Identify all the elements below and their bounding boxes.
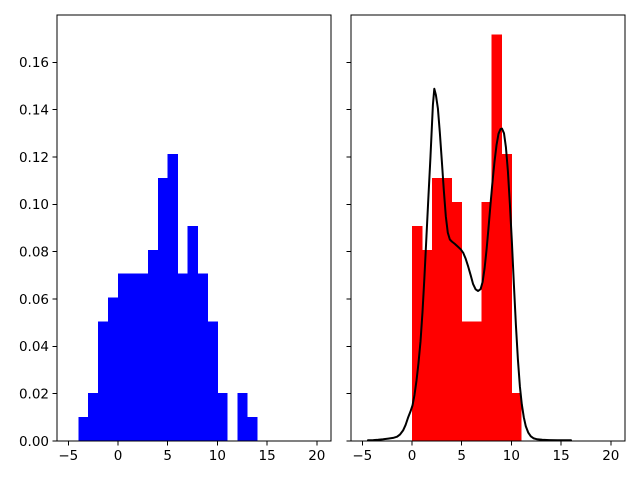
histogram-bar: [88, 393, 99, 441]
histogram-bar: [147, 249, 159, 441]
x-tick-label: 20: [602, 448, 619, 464]
y-tick-label: 0.14: [19, 102, 49, 118]
x-tick-label: 5: [457, 448, 466, 464]
histogram-bar: [441, 178, 453, 441]
y-tick-label: 0.04: [19, 339, 49, 355]
histogram-bar: [187, 225, 198, 441]
y-tick-label: 0.00: [19, 434, 49, 450]
histogram-bar: [247, 417, 258, 441]
histogram-bar: [431, 178, 443, 441]
y-tick-label: 0.06: [19, 292, 49, 308]
x-tick-label: 0: [408, 448, 417, 464]
x-tick-label: 0: [114, 448, 123, 464]
kde-curve: [367, 87, 572, 442]
right-bars: [412, 34, 522, 441]
x-tick-label: 20: [308, 448, 325, 464]
histogram-bar: [451, 201, 463, 441]
histogram-bar: [167, 154, 179, 441]
histogram-bar: [491, 34, 502, 441]
left-y-axis: 0.00 0.02 0.04 0.06 0.08 0.10 0.12 0.14 0.16: [19, 55, 57, 450]
histogram-bar: [137, 273, 149, 441]
histogram-bar: [511, 393, 522, 441]
right-histogram-panel: −5 0 5 10 15 20: [346, 14, 626, 464]
right-x-axis: −5 0 5 10 15 20: [352, 441, 619, 464]
histogram-bar: [78, 417, 89, 441]
y-tick-label: 0.02: [19, 386, 49, 402]
x-tick-label: 10: [503, 448, 520, 464]
histogram-bar: [127, 273, 139, 441]
x-tick-label: 15: [553, 448, 570, 464]
y-tick-label: 0.10: [19, 197, 49, 213]
histogram-bar: [177, 273, 188, 441]
histogram-bar: [98, 321, 109, 441]
axes-spines: [350, 14, 626, 442]
histogram-bar: [108, 297, 119, 441]
x-tick-label: −5: [58, 448, 78, 464]
left-bars: [78, 154, 258, 441]
histogram-bar: [118, 273, 129, 441]
x-tick-label: 10: [209, 448, 226, 464]
histogram-bar: [157, 178, 169, 441]
histogram-bar: [471, 321, 482, 441]
histogram-bar: [217, 393, 228, 441]
x-tick-label: 5: [163, 448, 172, 464]
x-tick-label: 15: [259, 448, 276, 464]
right-y-axis: [346, 61, 351, 442]
x-tick-label: −5: [352, 448, 372, 464]
histogram-bar: [481, 201, 492, 441]
left-histogram-panel: −5 0 5 10 15 200.000.020.040.060.080.100.120.…: [19, 14, 332, 464]
y-tick-label: 0.12: [19, 150, 49, 166]
y-tick-label: 0.08: [19, 244, 49, 260]
axes-spines: [56, 14, 332, 442]
y-tick-label: 0.16: [19, 55, 49, 71]
left-x-axis: −5 0 5 10 15 20: [58, 441, 325, 464]
histogram-bar: [412, 225, 423, 441]
histogram-bar: [501, 154, 512, 441]
histogram-bar: [461, 321, 473, 441]
histogram-bar: [421, 249, 433, 441]
histogram-bar: [237, 393, 248, 441]
histogram-bar: [207, 321, 218, 441]
histogram-bar: [197, 273, 208, 441]
